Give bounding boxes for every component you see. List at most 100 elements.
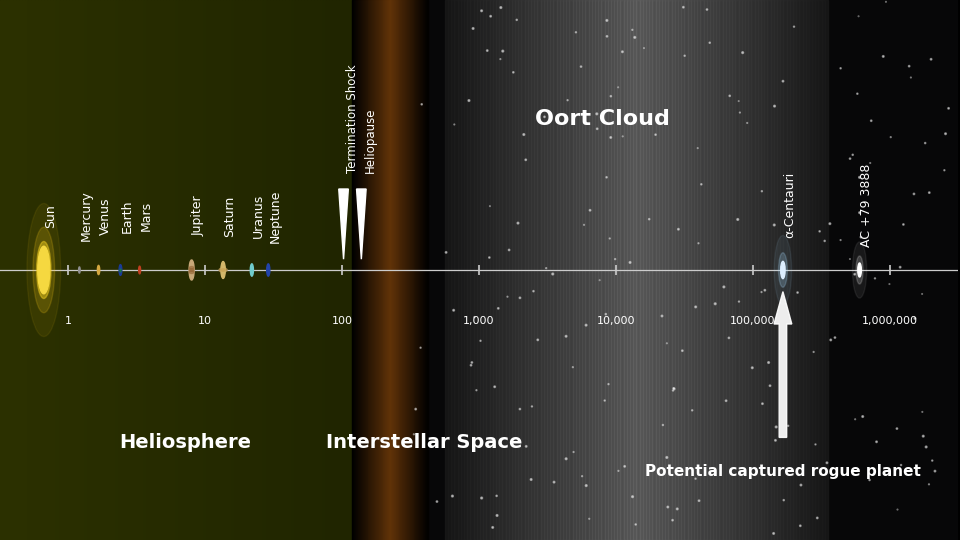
Bar: [662, 0, 665, 540]
Bar: [528, 0, 531, 540]
Point: [927, 467, 943, 475]
Bar: [538, 0, 540, 540]
Bar: [348, 0, 351, 540]
Polygon shape: [356, 189, 366, 259]
Point: [793, 522, 808, 530]
Point: [916, 432, 931, 441]
Bar: [800, 0, 803, 540]
Bar: [470, 0, 473, 540]
Bar: [251, 0, 254, 540]
Point: [941, 104, 956, 113]
Bar: [684, 0, 687, 540]
Bar: [586, 0, 588, 540]
Bar: [254, 0, 257, 540]
Point: [516, 130, 532, 139]
Text: Interstellar Space: Interstellar Space: [326, 433, 522, 453]
Bar: [678, 0, 682, 540]
Bar: [298, 0, 301, 540]
Bar: [248, 0, 251, 540]
Bar: [588, 0, 591, 540]
Bar: [487, 0, 490, 540]
Bar: [825, 0, 828, 540]
Bar: [232, 0, 235, 540]
Bar: [60, 0, 62, 540]
Bar: [198, 0, 201, 540]
Point: [602, 234, 617, 243]
Bar: [332, 0, 336, 540]
Bar: [757, 0, 761, 540]
Bar: [767, 0, 771, 540]
Point: [627, 33, 642, 42]
Bar: [544, 0, 547, 540]
Bar: [738, 0, 742, 540]
Bar: [598, 0, 601, 540]
Point: [582, 515, 597, 523]
Point: [708, 300, 723, 308]
Text: Heliosphere: Heliosphere: [119, 433, 251, 453]
Bar: [173, 0, 176, 540]
Bar: [771, 0, 774, 540]
Bar: [242, 0, 245, 540]
Bar: [506, 0, 509, 540]
Point: [918, 139, 933, 147]
Point: [539, 264, 554, 273]
Point: [731, 97, 746, 105]
Point: [817, 237, 832, 245]
Bar: [116, 0, 119, 540]
Bar: [129, 0, 132, 540]
Bar: [719, 0, 723, 540]
Bar: [57, 0, 60, 540]
Bar: [154, 0, 156, 540]
Bar: [682, 0, 684, 540]
Point: [545, 269, 561, 278]
Point: [883, 133, 899, 141]
Point: [599, 173, 614, 181]
Point: [745, 363, 760, 372]
Text: Earth: Earth: [120, 199, 133, 233]
Bar: [553, 0, 557, 540]
Point: [446, 306, 462, 315]
Bar: [492, 0, 496, 540]
Point: [501, 246, 516, 254]
Bar: [373, 0, 376, 540]
Bar: [687, 0, 691, 540]
Bar: [709, 0, 713, 540]
Bar: [812, 0, 815, 540]
Point: [473, 336, 489, 345]
Bar: [783, 0, 786, 540]
Text: Jupiter: Jupiter: [192, 195, 204, 237]
Polygon shape: [339, 189, 348, 259]
Point: [597, 396, 612, 405]
Point: [761, 358, 777, 367]
Point: [611, 83, 626, 92]
Point: [506, 68, 521, 77]
Bar: [151, 0, 154, 540]
Point: [890, 505, 905, 514]
Point: [523, 475, 539, 484]
Point: [518, 156, 534, 164]
Point: [576, 220, 591, 229]
Point: [807, 440, 823, 449]
Text: Mercury: Mercury: [80, 191, 92, 241]
Point: [896, 220, 911, 229]
Bar: [636, 0, 639, 540]
Bar: [735, 0, 738, 540]
Bar: [819, 0, 822, 540]
Point: [492, 55, 508, 63]
Point: [603, 133, 618, 142]
Point: [855, 412, 871, 421]
Bar: [649, 0, 653, 540]
Point: [537, 112, 552, 121]
Bar: [659, 0, 662, 540]
Bar: [774, 0, 777, 540]
Bar: [451, 0, 454, 540]
Bar: [324, 0, 326, 540]
Bar: [132, 0, 134, 540]
Point: [446, 120, 462, 129]
Point: [735, 48, 751, 57]
Point: [862, 476, 877, 484]
Bar: [512, 0, 516, 540]
Point: [732, 108, 748, 117]
Bar: [97, 0, 101, 540]
Point: [660, 453, 675, 462]
